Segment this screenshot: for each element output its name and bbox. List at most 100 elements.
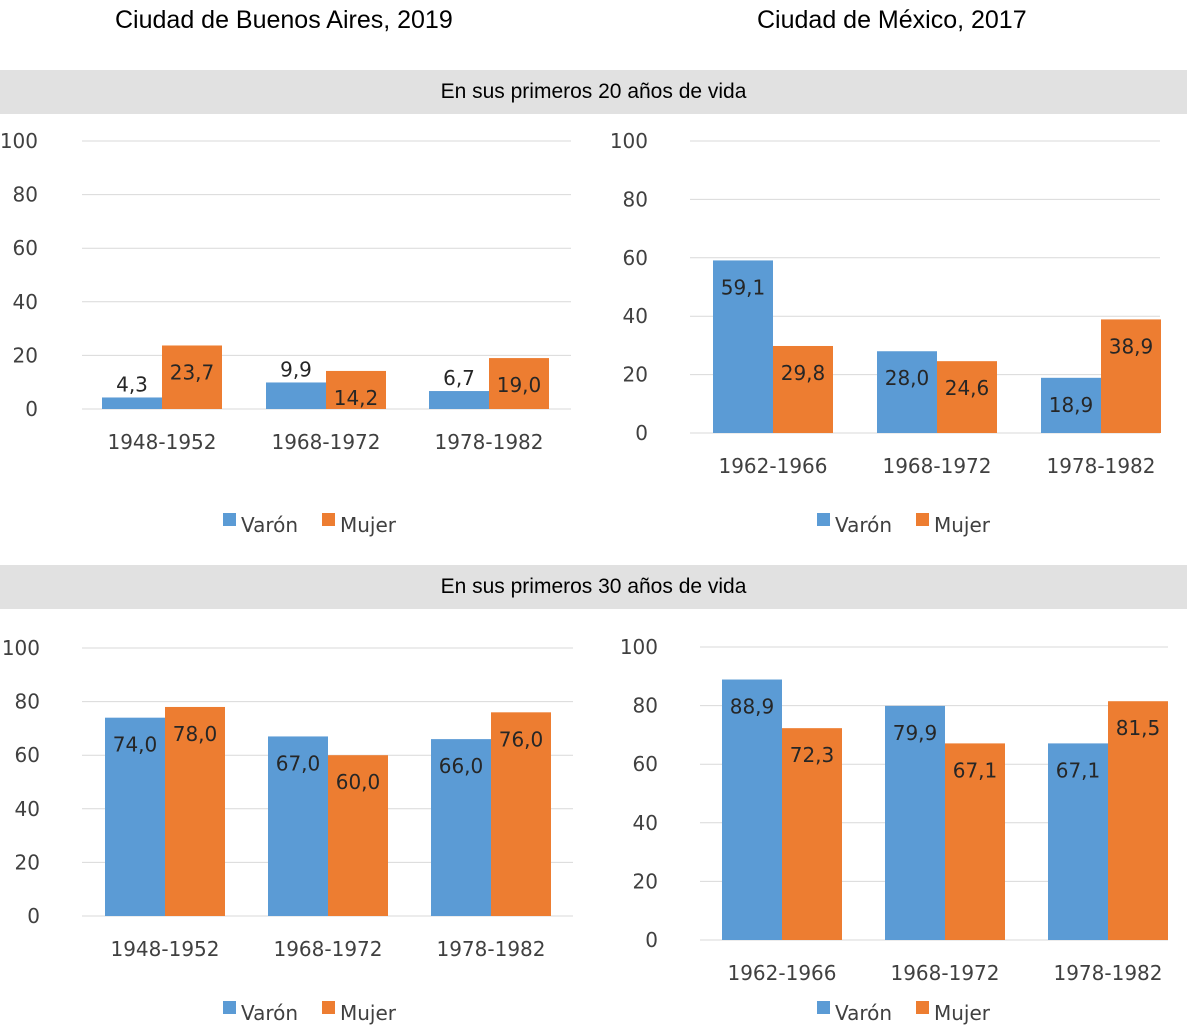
data-label: 23,7 <box>170 360 215 384</box>
data-label: 81,5 <box>1116 716 1161 740</box>
y-tick-label: 40 <box>623 304 648 328</box>
legend-swatch-varon <box>223 1001 236 1014</box>
bar-mujer <box>491 712 551 916</box>
y-tick-label: 80 <box>13 183 38 207</box>
data-label: 76,0 <box>499 727 544 751</box>
bar-varon <box>102 397 162 409</box>
data-label: 9,9 <box>280 357 312 381</box>
y-tick-label: 60 <box>633 752 658 776</box>
data-label: 38,9 <box>1109 334 1154 358</box>
legend-label: Mujer <box>934 513 991 537</box>
y-tick-label: 60 <box>13 236 38 260</box>
y-tick-label: 20 <box>13 343 38 367</box>
y-tick-label: 20 <box>633 869 658 893</box>
category-label: 1978-1982 <box>434 430 543 454</box>
bar-varon <box>1041 377 1101 433</box>
bar-mujer <box>773 345 833 433</box>
bar-varon <box>105 717 165 916</box>
data-label: 60,0 <box>336 770 381 794</box>
y-tick-label: 40 <box>13 290 38 314</box>
y-tick-label: 60 <box>623 246 648 270</box>
bar-mujer <box>1101 319 1161 433</box>
legend-swatch-mujer <box>322 513 335 526</box>
data-label: 67,1 <box>953 758 998 782</box>
bar-mujer <box>489 358 549 409</box>
bar-varon <box>1048 743 1108 940</box>
data-label: 59,1 <box>721 275 766 299</box>
legend-label: Varón <box>241 1001 298 1025</box>
data-label: 66,0 <box>439 754 484 778</box>
bar-varon <box>877 351 937 433</box>
category-label: 1948-1952 <box>110 937 219 961</box>
bar-varon <box>713 260 773 433</box>
category-label: 1968-1972 <box>890 961 999 985</box>
y-tick-label: 20 <box>623 363 648 387</box>
y-tick-label: 20 <box>15 850 40 874</box>
bar-varon <box>266 382 326 409</box>
y-tick-label: 60 <box>15 743 40 767</box>
y-tick-label: 80 <box>633 694 658 718</box>
y-tick-label: 0 <box>645 928 658 952</box>
legend-label: Mujer <box>340 1001 397 1025</box>
category-label: 1962-1966 <box>727 961 836 985</box>
y-tick-label: 100 <box>620 635 658 659</box>
data-label: 6,7 <box>443 366 475 390</box>
legend-label: Mujer <box>340 513 397 537</box>
data-label: 19,0 <box>497 373 542 397</box>
data-label: 88,9 <box>730 695 775 719</box>
legend-swatch-varon <box>817 1001 830 1014</box>
y-tick-label: 100 <box>2 636 40 660</box>
data-label: 67,1 <box>1056 758 1101 782</box>
legend-swatch-mujer <box>916 513 929 526</box>
data-label: 78,0 <box>173 722 218 746</box>
bar-varon <box>722 679 782 940</box>
left-city-title: Ciudad de Buenos Aires, 2019 <box>115 6 453 34</box>
legend-label: Varón <box>241 513 298 537</box>
data-label: 14,2 <box>334 386 379 410</box>
y-tick-label: 0 <box>25 397 38 421</box>
bar-mujer <box>945 743 1005 940</box>
data-label: 74,0 <box>113 733 158 757</box>
y-tick-label: 100 <box>0 129 38 153</box>
legend-label: Varón <box>835 1001 892 1025</box>
y-tick-label: 40 <box>633 811 658 835</box>
band-20-years: En sus primeros 20 años de vida <box>0 70 1187 114</box>
band-30-years: En sus primeros 30 años de vida <box>0 565 1187 609</box>
data-label: 18,9 <box>1049 393 1094 417</box>
y-tick-label: 0 <box>27 904 40 928</box>
category-label: 1962-1966 <box>718 454 827 478</box>
y-tick-label: 100 <box>610 129 648 153</box>
data-label: 67,0 <box>276 751 321 775</box>
data-label: 24,6 <box>945 376 990 400</box>
bar-mujer <box>782 728 842 940</box>
data-label: 72,3 <box>790 743 835 767</box>
data-label: 29,8 <box>781 361 826 385</box>
category-label: 1968-1972 <box>273 937 382 961</box>
legend-label: Mujer <box>934 1001 991 1025</box>
category-label: 1978-1982 <box>436 937 545 961</box>
bar-mujer <box>1108 701 1168 940</box>
bar-mujer <box>328 755 388 916</box>
legend-label: Varón <box>835 513 892 537</box>
category-label: 1968-1972 <box>271 430 380 454</box>
data-label: 4,3 <box>116 372 148 396</box>
legend-swatch-mujer <box>322 1001 335 1014</box>
bar-varon <box>885 705 945 940</box>
y-tick-label: 80 <box>15 690 40 714</box>
category-label: 1948-1952 <box>107 430 216 454</box>
category-label: 1978-1982 <box>1053 961 1162 985</box>
bar-mujer <box>326 370 386 409</box>
y-tick-label: 40 <box>15 797 40 821</box>
bar-mujer <box>165 706 225 916</box>
data-label: 79,9 <box>893 721 938 745</box>
bar-varon <box>429 391 489 409</box>
category-label: 1968-1972 <box>882 454 991 478</box>
y-tick-label: 0 <box>635 421 648 445</box>
right-city-title: Ciudad de México, 2017 <box>757 6 1027 34</box>
category-label: 1978-1982 <box>1046 454 1155 478</box>
legend-swatch-varon <box>817 513 830 526</box>
bar-varon <box>268 736 328 916</box>
y-tick-label: 80 <box>623 187 648 211</box>
bar-mujer <box>162 345 222 409</box>
